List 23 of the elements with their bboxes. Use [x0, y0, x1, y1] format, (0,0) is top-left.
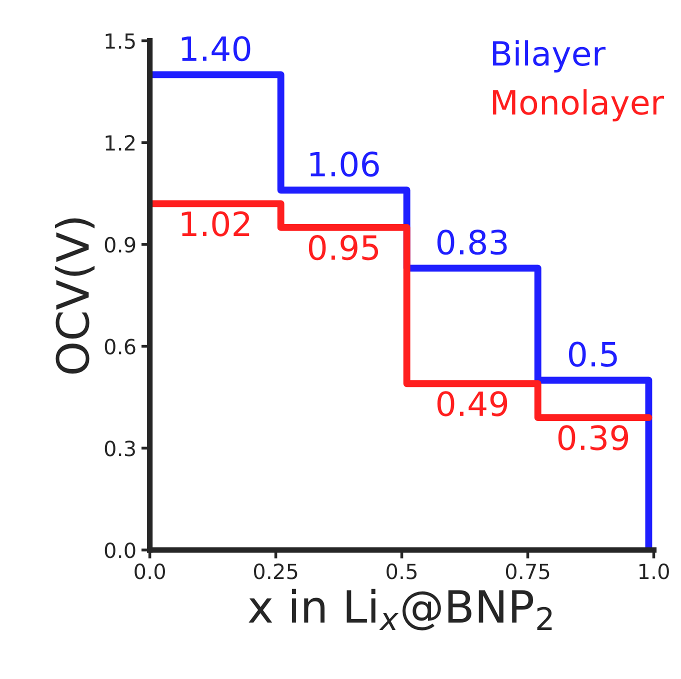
- y-tick-label: 0.6: [104, 338, 136, 354]
- y-tick-label: 0.3: [104, 440, 135, 456]
- x-tick-label: 1.0: [639, 564, 669, 580]
- x-tick-label: 0.75: [506, 564, 550, 580]
- x-tick-label: 0.5: [386, 564, 417, 580]
- x-axis-title: x in Li$_{x}$@BNP$_{2}$: [248, 588, 552, 630]
- y-axis-title: OCV(V): [54, 218, 95, 374]
- data-label: 0.5: [568, 342, 617, 367]
- data-label: 0.95: [308, 235, 378, 260]
- data-label: 1.40: [182, 36, 250, 62]
- data-label: 0.83: [437, 230, 507, 255]
- y-tick-label: 1.2: [106, 135, 135, 151]
- text: Monolayer: [493, 89, 664, 122]
- x-tick-label: 0.0: [134, 564, 166, 580]
- y-tick-label: 0.0: [104, 542, 136, 558]
- x-tick-label: 0.25: [254, 564, 298, 580]
- data-label: 0.39: [558, 425, 628, 450]
- data-label: 1.02: [182, 211, 250, 236]
- text: Bilayer: [493, 40, 606, 72]
- data-label: 0.49: [437, 391, 508, 416]
- data-label: 1.06: [310, 152, 379, 177]
- y-tick-label: 0.9: [104, 236, 136, 253]
- y-tick-label: 1.5: [106, 33, 135, 49]
